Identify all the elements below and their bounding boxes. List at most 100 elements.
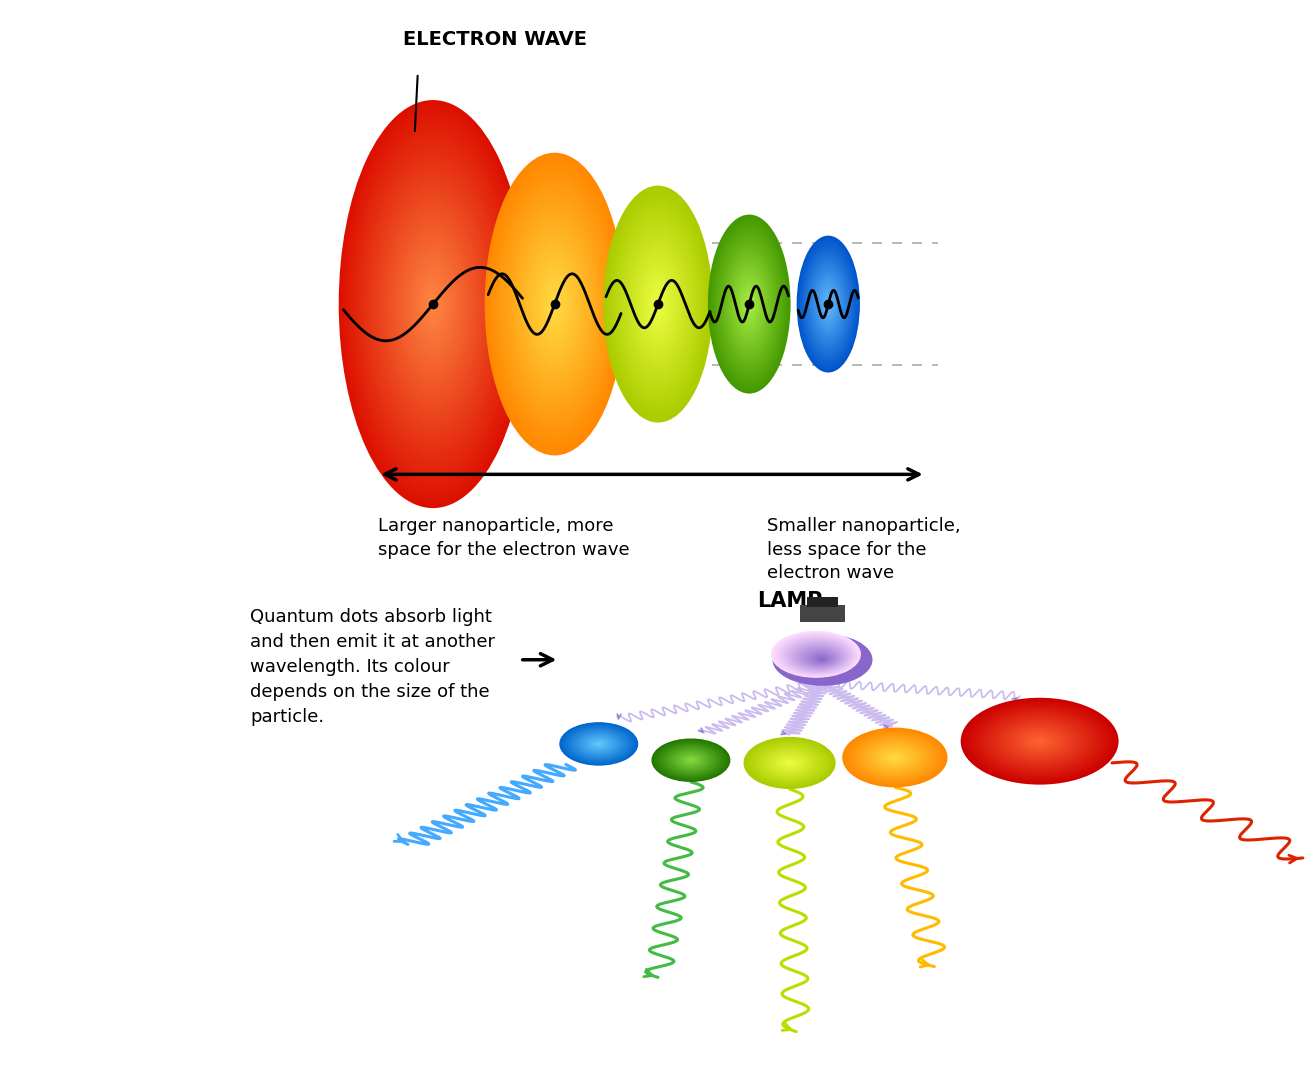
Ellipse shape — [736, 275, 763, 333]
Ellipse shape — [996, 717, 1083, 765]
Ellipse shape — [663, 745, 719, 775]
Ellipse shape — [1015, 728, 1066, 756]
Ellipse shape — [530, 251, 579, 357]
Ellipse shape — [782, 636, 853, 674]
Ellipse shape — [566, 725, 632, 762]
Ellipse shape — [766, 749, 813, 775]
Ellipse shape — [807, 652, 834, 665]
Ellipse shape — [638, 263, 678, 345]
Ellipse shape — [822, 292, 834, 316]
Ellipse shape — [382, 192, 484, 416]
Ellipse shape — [720, 241, 778, 367]
Ellipse shape — [890, 755, 900, 760]
Ellipse shape — [582, 734, 616, 754]
Ellipse shape — [730, 264, 767, 344]
Ellipse shape — [728, 257, 771, 351]
Ellipse shape — [715, 228, 784, 380]
Ellipse shape — [658, 742, 724, 779]
Ellipse shape — [669, 748, 713, 772]
Ellipse shape — [343, 111, 522, 497]
Ellipse shape — [653, 740, 729, 781]
Ellipse shape — [654, 295, 662, 313]
Ellipse shape — [1004, 721, 1075, 760]
Ellipse shape — [716, 232, 782, 376]
Ellipse shape — [787, 761, 792, 765]
Ellipse shape — [547, 289, 562, 319]
Ellipse shape — [791, 643, 846, 670]
Ellipse shape — [1012, 725, 1067, 756]
Ellipse shape — [804, 253, 851, 355]
Ellipse shape — [400, 232, 466, 376]
Ellipse shape — [590, 738, 608, 749]
Ellipse shape — [1023, 732, 1058, 752]
Ellipse shape — [824, 294, 833, 314]
Ellipse shape — [561, 723, 637, 765]
Ellipse shape — [794, 643, 845, 670]
Ellipse shape — [615, 210, 701, 399]
Ellipse shape — [776, 634, 857, 675]
Ellipse shape — [418, 274, 447, 334]
Text: Smaller nanoparticle,
less space for the
electron wave: Smaller nanoparticle, less space for the… — [767, 517, 961, 582]
Ellipse shape — [572, 730, 625, 758]
Ellipse shape — [790, 642, 846, 671]
Ellipse shape — [1017, 730, 1061, 754]
Ellipse shape — [570, 728, 628, 760]
Ellipse shape — [779, 757, 800, 769]
Ellipse shape — [622, 227, 694, 381]
Ellipse shape — [771, 753, 808, 773]
Ellipse shape — [711, 222, 787, 387]
Ellipse shape — [1038, 741, 1042, 743]
Ellipse shape — [747, 740, 832, 786]
Ellipse shape — [582, 734, 616, 754]
Ellipse shape — [819, 283, 838, 325]
Ellipse shape — [865, 741, 925, 774]
Ellipse shape — [569, 728, 629, 760]
Ellipse shape — [596, 743, 601, 746]
Ellipse shape — [675, 752, 707, 769]
Ellipse shape — [371, 172, 495, 437]
Ellipse shape — [813, 655, 829, 662]
Ellipse shape — [651, 289, 665, 319]
Ellipse shape — [782, 758, 797, 768]
Ellipse shape — [848, 731, 942, 784]
Ellipse shape — [854, 734, 936, 781]
Ellipse shape — [995, 717, 1086, 767]
Ellipse shape — [684, 756, 697, 765]
Ellipse shape — [605, 191, 711, 417]
Ellipse shape — [786, 761, 794, 765]
Ellipse shape — [575, 731, 622, 757]
Ellipse shape — [526, 243, 583, 365]
Ellipse shape — [349, 121, 517, 488]
Ellipse shape — [973, 705, 1107, 778]
Ellipse shape — [358, 141, 508, 467]
Ellipse shape — [1036, 738, 1044, 743]
Ellipse shape — [511, 210, 599, 399]
Ellipse shape — [553, 301, 557, 307]
Ellipse shape — [729, 260, 770, 349]
Ellipse shape — [861, 738, 929, 776]
Ellipse shape — [820, 286, 837, 323]
Ellipse shape — [393, 217, 472, 391]
Ellipse shape — [592, 741, 605, 747]
Ellipse shape — [772, 754, 807, 773]
Ellipse shape — [537, 266, 572, 342]
Ellipse shape — [763, 748, 816, 778]
Ellipse shape — [338, 100, 528, 508]
Ellipse shape — [608, 194, 708, 414]
Ellipse shape — [542, 278, 567, 330]
Ellipse shape — [561, 723, 637, 765]
Ellipse shape — [812, 269, 844, 339]
Ellipse shape — [612, 203, 704, 405]
Ellipse shape — [1026, 734, 1054, 749]
Ellipse shape — [650, 287, 666, 321]
Ellipse shape — [647, 280, 669, 328]
Ellipse shape — [719, 237, 780, 371]
Ellipse shape — [609, 198, 707, 411]
Ellipse shape — [732, 266, 767, 342]
Ellipse shape — [603, 186, 713, 422]
Ellipse shape — [819, 282, 838, 326]
Ellipse shape — [984, 710, 1095, 772]
Ellipse shape — [875, 746, 915, 769]
Ellipse shape — [747, 300, 751, 308]
Ellipse shape — [1034, 738, 1046, 745]
